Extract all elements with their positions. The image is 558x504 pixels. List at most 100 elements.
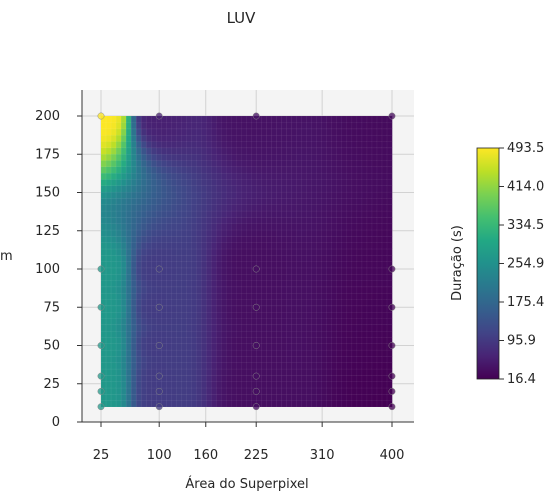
heatmap-cell xyxy=(150,185,157,193)
heatmap-cell xyxy=(366,229,373,237)
heatmap-cell xyxy=(231,355,237,363)
heatmap-cell xyxy=(186,128,192,136)
heatmap-cell xyxy=(341,311,348,319)
heatmap-cell xyxy=(301,393,308,401)
heatmap-cell xyxy=(326,393,333,401)
heatmap-cell xyxy=(261,362,268,370)
heatmap-cell xyxy=(110,286,117,294)
heatmap-cell xyxy=(321,153,328,161)
heatmap-cell xyxy=(216,343,222,351)
heatmap-cell xyxy=(246,273,253,281)
heatmap-cell xyxy=(331,229,338,237)
heatmap-cell xyxy=(176,362,182,370)
heatmap-cell xyxy=(371,305,378,313)
heatmap-cell xyxy=(171,393,177,401)
heatmap-cell xyxy=(271,248,278,256)
heatmap-cell xyxy=(316,286,323,294)
y-tick-label: 50 xyxy=(43,339,60,354)
heatmap-cell xyxy=(110,197,117,205)
heatmap-cell xyxy=(150,280,157,288)
heatmap-cell xyxy=(331,280,338,288)
heatmap-cell xyxy=(246,318,253,326)
heatmap-cell xyxy=(246,311,253,319)
heatmap-cell xyxy=(261,216,268,224)
heatmap-cell xyxy=(201,311,207,319)
heatmap-cell xyxy=(326,311,333,319)
data-point xyxy=(155,387,163,395)
heatmap-cell xyxy=(186,305,192,313)
heatmap-cell xyxy=(331,178,338,187)
heatmap-cell xyxy=(186,381,192,389)
heatmap-cell xyxy=(366,166,373,174)
heatmap-cell xyxy=(176,355,182,363)
heatmap-cell xyxy=(326,153,333,161)
heatmap-cell xyxy=(326,387,333,395)
heatmap-cell xyxy=(231,362,237,370)
heatmap-cell xyxy=(221,343,227,351)
heatmap-cell xyxy=(155,324,162,332)
heatmap-cell xyxy=(130,128,137,136)
heatmap-cell xyxy=(336,292,343,300)
heatmap-cell xyxy=(241,153,247,161)
heatmap-cell xyxy=(311,299,318,307)
heatmap-cell xyxy=(266,248,273,256)
heatmap-cell xyxy=(110,355,117,363)
heatmap-cell xyxy=(346,311,353,319)
heatmap-cell xyxy=(176,324,182,332)
heatmap-cell xyxy=(271,311,278,319)
heatmap-cell xyxy=(201,286,207,294)
heatmap-cell xyxy=(211,311,217,319)
heatmap-cell xyxy=(271,261,278,269)
heatmap-cell xyxy=(341,216,348,224)
heatmap-cell xyxy=(376,374,383,382)
heatmap-cell xyxy=(171,204,177,212)
heatmap-cell xyxy=(321,381,328,389)
heatmap-cell xyxy=(321,261,328,269)
heatmap-cell xyxy=(331,216,338,224)
heatmap-cell xyxy=(155,223,162,231)
heatmap-cell xyxy=(226,299,232,307)
heatmap-cell xyxy=(166,210,172,218)
heatmap-cell xyxy=(125,299,132,307)
heatmap-cell xyxy=(120,400,127,408)
heatmap-cell xyxy=(115,229,122,237)
heatmap-cell xyxy=(150,191,157,199)
heatmap-cell xyxy=(130,330,137,338)
heatmap-cell xyxy=(110,242,117,250)
heatmap-cell xyxy=(221,115,227,123)
heatmap-cell xyxy=(316,254,323,262)
heatmap-cell xyxy=(221,324,227,332)
heatmap-cell xyxy=(201,261,207,269)
heatmap-cell xyxy=(206,362,212,370)
heatmap-cell xyxy=(105,273,112,281)
heatmap-cell xyxy=(181,311,187,319)
heatmap-cell xyxy=(145,349,152,357)
heatmap-cell xyxy=(351,286,358,294)
heatmap-cell xyxy=(196,134,202,142)
heatmap-cell xyxy=(261,343,268,351)
heatmap-cell xyxy=(281,400,288,408)
heatmap-cell xyxy=(381,223,388,231)
heatmap-cell xyxy=(301,216,308,224)
heatmap-cell xyxy=(216,318,222,326)
heatmap-cell xyxy=(196,216,202,224)
heatmap-cell xyxy=(341,324,348,332)
heatmap-cell xyxy=(366,172,373,180)
heatmap-cell xyxy=(266,141,273,149)
heatmap-cell xyxy=(246,128,253,136)
heatmap-cell xyxy=(341,166,348,174)
heatmap-cell xyxy=(216,134,222,142)
heatmap-cell xyxy=(130,343,137,351)
heatmap-cell xyxy=(206,267,212,275)
heatmap-cell xyxy=(376,229,383,237)
heatmap-cell xyxy=(341,393,348,401)
heatmap-cell xyxy=(206,229,212,237)
heatmap-cell xyxy=(181,267,187,275)
data-point xyxy=(97,342,105,349)
heatmap-cell xyxy=(361,292,368,300)
heatmap-cell xyxy=(171,362,177,370)
heatmap-cell xyxy=(181,355,187,363)
heatmap-cell xyxy=(286,362,293,370)
data-point xyxy=(155,342,163,349)
heatmap-cell xyxy=(351,191,358,199)
